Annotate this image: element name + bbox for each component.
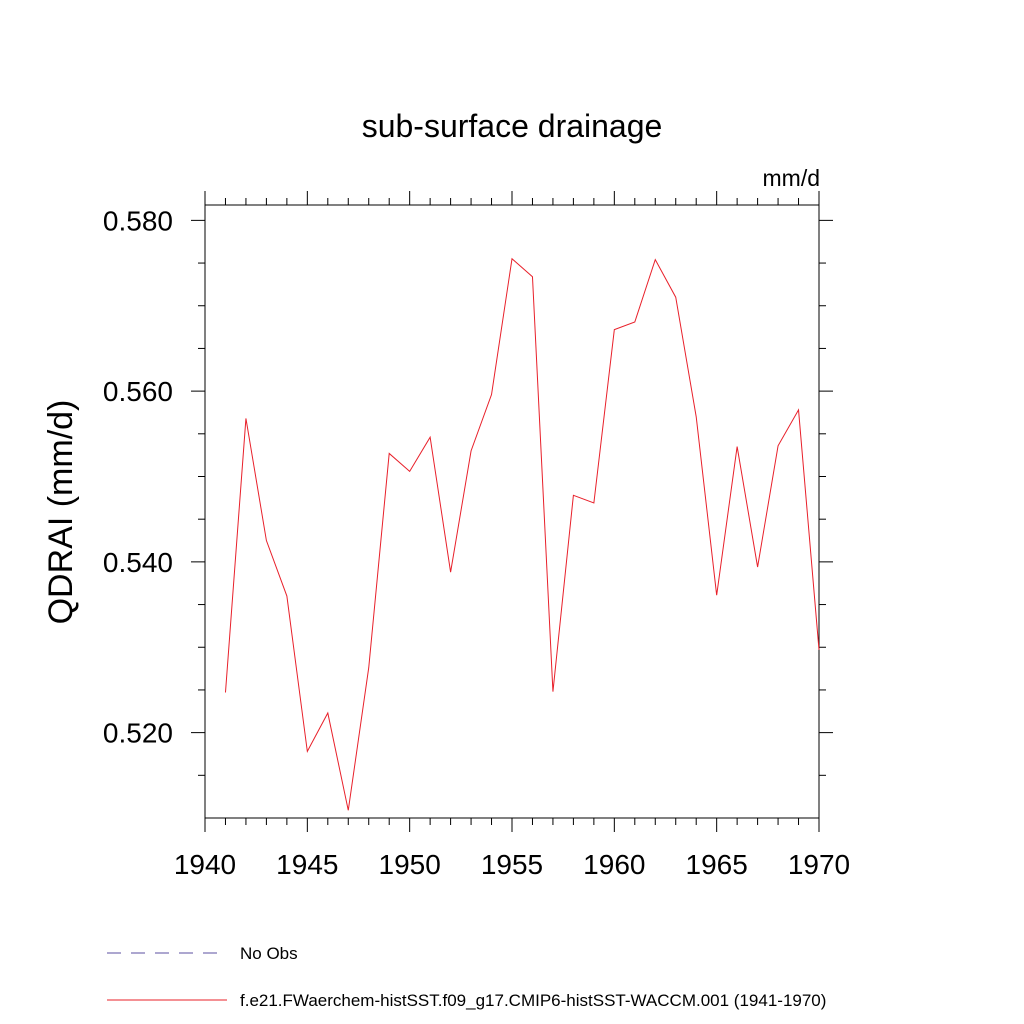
units-label: mm/d xyxy=(763,165,821,191)
x-tick-label: 1955 xyxy=(481,849,543,880)
x-tick-label: 1940 xyxy=(174,849,236,880)
legend-label: f.e21.FWaerchem-histSST.f09_g17.CMIP6-hi… xyxy=(240,991,826,1010)
y-tick-label: 0.560 xyxy=(103,376,173,407)
y-axis-ticks: 0.520 0.540 0.560 0.580 xyxy=(103,205,833,776)
chart-title: sub-surface drainage xyxy=(362,108,663,144)
x-tick-label: 1965 xyxy=(686,849,748,880)
y-tick-label: 0.520 xyxy=(103,718,173,749)
legend-label: No Obs xyxy=(240,944,298,963)
plot-frame xyxy=(204,204,820,819)
legend: No Obs f.e21.FWaerchem-histSST.f09_g17.CM… xyxy=(107,944,826,1010)
y-tick-label: 0.580 xyxy=(103,205,173,236)
y-axis-label: QDRAI (mm/d) xyxy=(42,400,80,625)
x-axis-ticks: 1940 1945 1950 1955 1960 1965 1970 xyxy=(174,191,850,880)
x-tick-label: 1945 xyxy=(276,849,338,880)
x-tick-label: 1970 xyxy=(788,849,850,880)
series-layer xyxy=(224,257,820,811)
series-line xyxy=(224,257,820,811)
y-tick-label: 0.540 xyxy=(103,547,173,578)
x-tick-label: 1950 xyxy=(379,849,441,880)
x-tick-label: 1960 xyxy=(583,849,645,880)
